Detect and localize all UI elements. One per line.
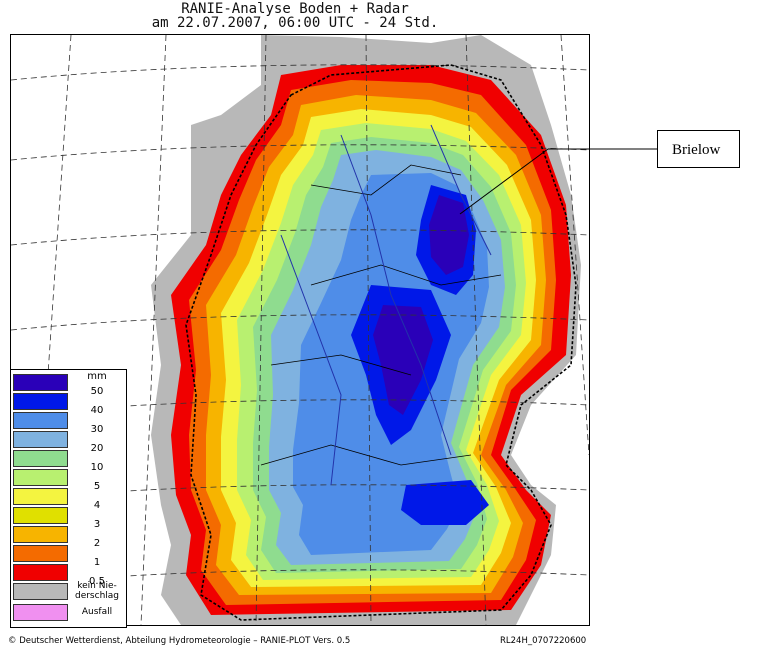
legend-label: 20 xyxy=(90,443,104,454)
legend-swatch xyxy=(13,431,68,448)
legend-swatch xyxy=(13,412,68,429)
legend-unit: mm xyxy=(87,371,107,382)
legend-item: 1 xyxy=(13,545,121,568)
legend-swatch xyxy=(13,488,68,505)
map-title-line-2: am 22.07.2007, 06:00 UTC - 24 Std. xyxy=(151,15,439,31)
legend-item: 50 xyxy=(13,374,121,397)
legend-swatch xyxy=(13,393,68,410)
legend-label: 4 xyxy=(93,500,101,511)
legend-swatch xyxy=(13,583,68,600)
legend-item: 40 xyxy=(13,393,121,416)
legend-item: 4 xyxy=(13,488,121,511)
legend-label: 0.5 xyxy=(89,576,105,587)
legend-label: 5 xyxy=(93,481,101,492)
legend-swatch xyxy=(13,374,68,391)
legend-label: 1 xyxy=(93,557,101,568)
legend-label: 2 xyxy=(93,538,101,549)
legend-swatch xyxy=(13,545,68,562)
legend-swatch xyxy=(13,507,68,524)
legend-swatch xyxy=(13,604,68,621)
legend-item: 30 xyxy=(13,412,121,435)
legend-item-no-precipitation: kein Nie-derschlag xyxy=(13,581,121,601)
legend-item: 0.5 xyxy=(13,564,121,587)
footer-product-code: RL24H_0707220600 xyxy=(500,636,587,646)
annotation-label: Brielow xyxy=(672,142,721,158)
legend-swatch xyxy=(13,469,68,486)
legend-swatch xyxy=(13,450,68,467)
legend-item: 5 xyxy=(13,469,121,492)
precip-band-50mm xyxy=(429,195,469,275)
legend-swatch xyxy=(13,564,68,581)
annotation-label-box: Brielow xyxy=(657,130,740,168)
legend-label: 50 xyxy=(90,386,104,397)
legend-item-failure: Ausfall xyxy=(13,604,121,621)
legend-label: 10 xyxy=(90,462,104,473)
legend-item: 3 xyxy=(13,507,121,530)
legend-item: 2 xyxy=(13,526,121,549)
precip-band-50mm-center xyxy=(373,305,433,415)
footer-credit: © Deutscher Wetterdienst, Abteilung Hydr… xyxy=(8,636,351,646)
legend-label: Ausfall xyxy=(81,607,113,617)
legend-label: 30 xyxy=(90,424,104,435)
legend-swatch xyxy=(13,526,68,543)
legend-item: 20 xyxy=(13,431,121,454)
legend: mm 50 40 30 20 10 5 4 3 2 1 0.5 kein Nie-derschlag A… xyxy=(10,369,127,628)
legend-label: 40 xyxy=(90,405,104,416)
legend-label: 3 xyxy=(93,519,101,530)
precip-band-40mm-east xyxy=(401,480,489,525)
map-title-line-1: RANIE-Analyse Boden + Radar xyxy=(181,1,409,17)
legend-item: 10 xyxy=(13,450,121,473)
legend-label: kein Nie-derschlag xyxy=(74,581,120,601)
